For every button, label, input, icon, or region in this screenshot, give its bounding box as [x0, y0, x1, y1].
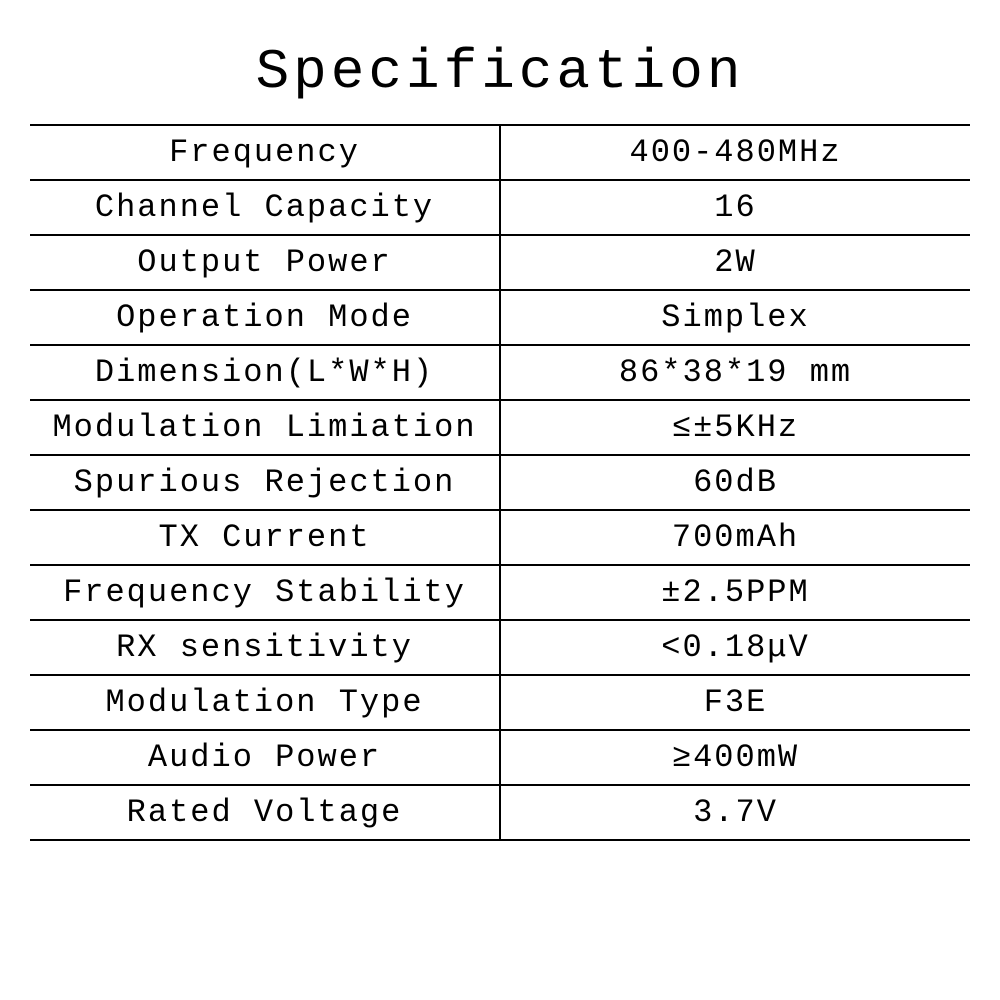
table-row: RX sensitivity <0.18μV: [30, 620, 970, 675]
spec-value: ±2.5PPM: [500, 565, 970, 620]
table-row: Frequency Stability ±2.5PPM: [30, 565, 970, 620]
spec-value: ≤±5KHz: [500, 400, 970, 455]
spec-label: Channel Capacity: [30, 180, 500, 235]
table-row: Frequency 400-480MHz: [30, 125, 970, 180]
spec-value: F3E: [500, 675, 970, 730]
table-row: Modulation Limiation ≤±5KHz: [30, 400, 970, 455]
table-row: TX Current 700mAh: [30, 510, 970, 565]
table-row: Rated Voltage 3.7V: [30, 785, 970, 840]
spec-label: Audio Power: [30, 730, 500, 785]
spec-value: 16: [500, 180, 970, 235]
spec-value: 86*38*19 mm: [500, 345, 970, 400]
spec-label: Frequency Stability: [30, 565, 500, 620]
spec-label: Modulation Limiation: [30, 400, 500, 455]
spec-label: Modulation Type: [30, 675, 500, 730]
spec-title: Specification: [30, 40, 970, 104]
spec-value: 2W: [500, 235, 970, 290]
spec-value: Simplex: [500, 290, 970, 345]
table-row: Dimension(L*W*H) 86*38*19 mm: [30, 345, 970, 400]
table-row: Modulation Type F3E: [30, 675, 970, 730]
spec-label: Output Power: [30, 235, 500, 290]
spec-label: Operation Mode: [30, 290, 500, 345]
table-row: Channel Capacity 16: [30, 180, 970, 235]
table-row: Operation Mode Simplex: [30, 290, 970, 345]
spec-label: Dimension(L*W*H): [30, 345, 500, 400]
spec-value: ≥400mW: [500, 730, 970, 785]
spec-label: Rated Voltage: [30, 785, 500, 840]
spec-table: Frequency 400-480MHz Channel Capacity 16…: [30, 124, 970, 841]
table-row: Spurious Rejection 60dB: [30, 455, 970, 510]
spec-value: 60dB: [500, 455, 970, 510]
table-row: Audio Power ≥400mW: [30, 730, 970, 785]
spec-table-body: Frequency 400-480MHz Channel Capacity 16…: [30, 125, 970, 840]
spec-value: 400-480MHz: [500, 125, 970, 180]
spec-label: TX Current: [30, 510, 500, 565]
table-row: Output Power 2W: [30, 235, 970, 290]
spec-value: <0.18μV: [500, 620, 970, 675]
spec-label: Frequency: [30, 125, 500, 180]
spec-label: Spurious Rejection: [30, 455, 500, 510]
spec-value: 700mAh: [500, 510, 970, 565]
spec-value: 3.7V: [500, 785, 970, 840]
spec-label: RX sensitivity: [30, 620, 500, 675]
